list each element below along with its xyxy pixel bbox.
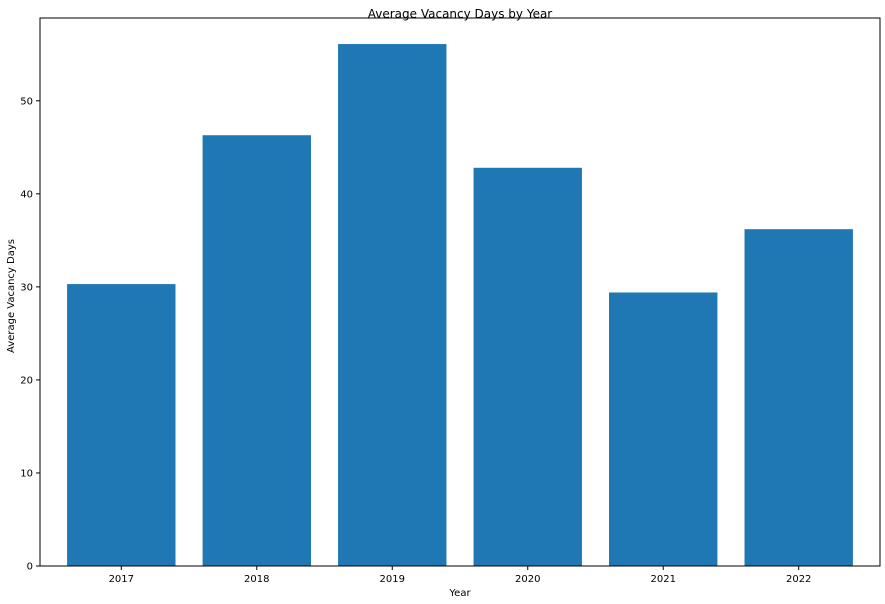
y-tick-label-30: 30	[20, 282, 33, 293]
y-tick-label-10: 10	[20, 468, 33, 479]
bar-2022	[744, 229, 853, 566]
x-axis-label: Year	[448, 588, 471, 599]
bar-2021	[609, 292, 718, 566]
y-tick-label-20: 20	[20, 375, 33, 386]
y-tick-label-0: 0	[27, 562, 33, 573]
y-axis-ticks: 0 10 20 30 40 50	[20, 96, 40, 573]
bar-2018	[202, 135, 311, 567]
x-axis-ticks: 2017 2018 2019 2020 2021 2022	[109, 566, 811, 585]
x-tick-label-2022: 2022	[786, 574, 811, 585]
bar-2017	[67, 284, 176, 566]
chart-title: Average Vacancy Days by Year	[368, 7, 553, 21]
x-tick-label-2017: 2017	[109, 574, 134, 585]
plot-area-frame	[39, 17, 881, 567]
x-tick-label-2019: 2019	[380, 574, 405, 585]
bar-2020	[473, 167, 582, 567]
y-axis-label: Average Vacancy Days	[6, 239, 17, 353]
y-tick-label-40: 40	[20, 189, 33, 200]
x-tick-label-2018: 2018	[244, 574, 269, 585]
x-tick-label-2020: 2020	[515, 574, 540, 585]
x-tick-label-2021: 2021	[650, 574, 675, 585]
bars-group	[67, 44, 853, 567]
bar-2019	[338, 44, 447, 567]
y-tick-label-50: 50	[20, 96, 33, 107]
